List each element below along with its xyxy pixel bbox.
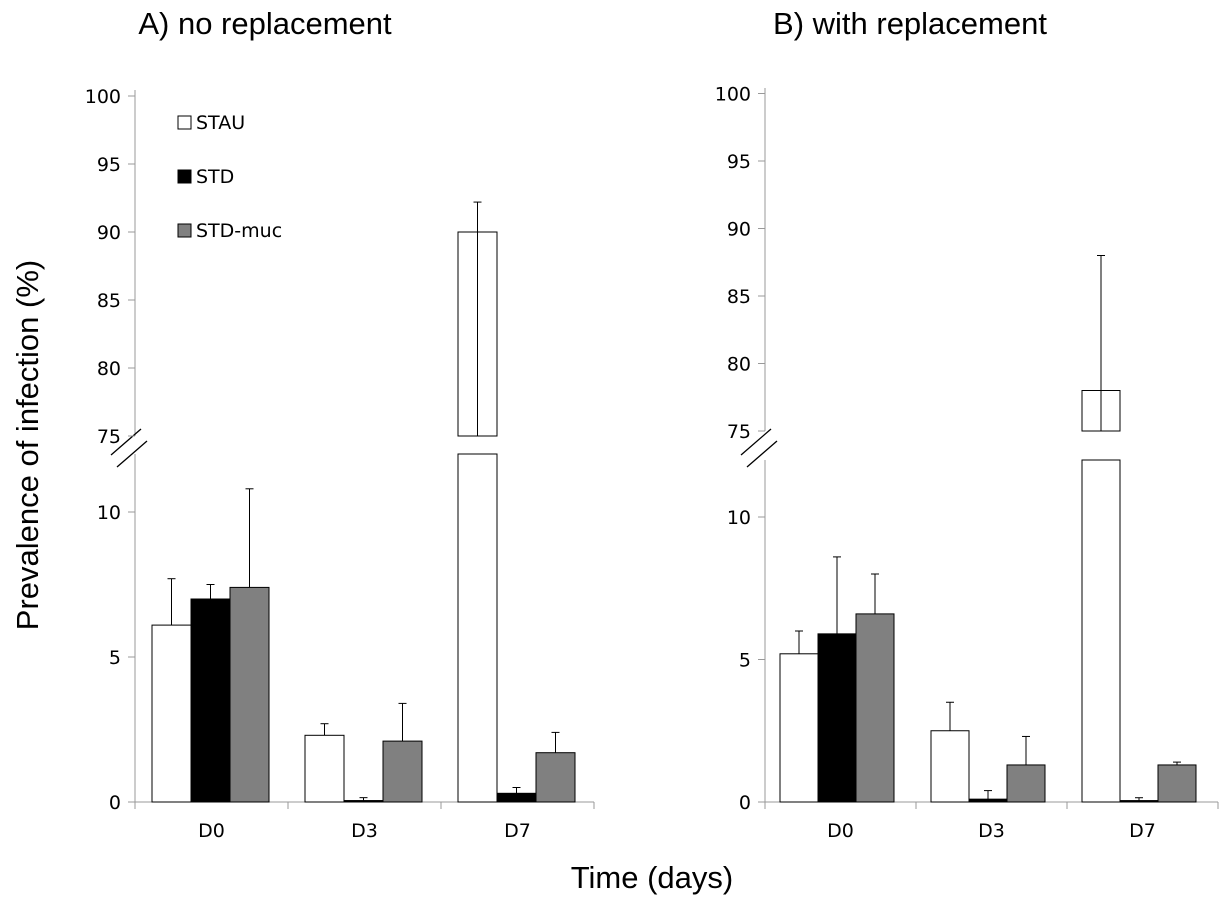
bar [496,792,537,803]
x-tick-label: D0 [827,820,854,842]
y-tick-label: 10 [727,507,751,529]
y-tick-label: 75 [97,426,121,448]
y-tick-label: 0 [109,792,121,814]
legend: STAU STD STD-muc [177,112,282,242]
bar [343,800,384,803]
bar [382,740,423,803]
y-tick-label: 90 [97,222,121,244]
axis-break-mark [110,428,142,456]
bar [968,798,1008,803]
x-tick-label: D3 [978,820,1005,842]
bar [151,624,192,803]
panel-title: A) no replacement [138,6,392,41]
bar [930,730,970,803]
bar [817,633,857,803]
panel-title: B) with replacement [773,6,1047,41]
x-tick-label: D7 [504,820,531,842]
bar [304,734,345,803]
legend-label: STD-muc [196,220,282,242]
legend-swatch [177,169,192,184]
bar [855,613,895,803]
y-tick-label: 5 [739,650,751,672]
axis-break-mark [740,428,772,456]
axis-break-mark [746,440,778,468]
legend-label: STD [196,166,234,188]
legend-swatch [177,115,192,130]
x-tick-label: D3 [351,820,378,842]
axis-break-mark [116,440,148,468]
y-tick-label: 90 [727,219,751,241]
y-tick-label: 80 [97,358,121,380]
bar [779,653,819,803]
x-axis-title: Time (days) [571,860,733,895]
bar [535,752,576,803]
bar [1006,764,1046,803]
y-tick-label: 5 [109,647,121,669]
y-axis-title: Prevalence of infection (%) [10,260,45,630]
y-tick-label: 95 [97,154,121,176]
y-tick-label: 75 [727,421,751,443]
panel-a: A) no replacement 0 5 10 75 80 85 90 95 100 D0 D3 D7 [85,6,595,842]
bar [190,598,231,803]
y-tick-label: 80 [727,354,751,376]
y-tick-label: 85 [97,290,121,312]
y-tick-label: 100 [85,86,121,108]
bar [1157,764,1197,803]
legend-label: STAU [196,112,245,134]
y-tick-label: 0 [739,792,751,814]
y-tick-label: 10 [97,502,121,524]
bar [229,586,270,803]
panel-b: B) with replacement 0 5 10 75 80 85 90 95 100 D0 D3… [715,6,1219,842]
bar [457,453,498,803]
legend-swatch [177,223,192,238]
y-tick-label: 85 [727,286,751,308]
bar [1119,800,1159,803]
y-tick-label: 95 [727,151,751,173]
x-tick-label: D0 [198,820,225,842]
bar [1081,459,1121,803]
y-tick-label: 100 [715,84,751,106]
x-tick-label: D7 [1129,820,1156,842]
